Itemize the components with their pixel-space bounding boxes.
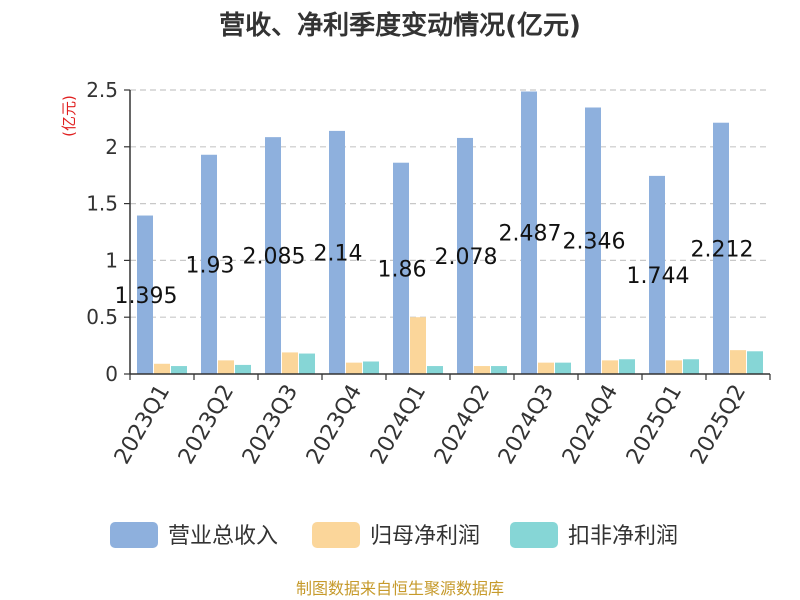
bar-series-0-2024Q2 (457, 137, 473, 374)
revenue-data-label: 2.487 (499, 222, 562, 247)
bar-series-1-2025Q1 (666, 360, 682, 374)
revenue-data-label: 1.86 (378, 257, 427, 282)
bar-series-1-2024Q3 (538, 362, 554, 374)
bar-series-2-2023Q4 (363, 361, 379, 374)
legend-label-2: 扣非净利润 (568, 524, 678, 549)
bar-series-0-2023Q3 (265, 137, 281, 374)
legend: 营业总收入 归母净利润 扣非净利润 (110, 522, 678, 549)
revenue-data-label: 2.085 (243, 245, 306, 270)
legend-label-0: 营业总收入 (168, 524, 278, 549)
bar-series-2-2024Q4 (619, 359, 635, 374)
x-tick-label: 2025Q1 (622, 381, 687, 469)
x-tick-label: 2024Q2 (430, 381, 495, 469)
y-tick-label: 1.5 (86, 192, 118, 216)
bar-series-1-2023Q1 (154, 363, 170, 374)
revenue-data-label: 1.93 (186, 253, 235, 278)
legend-swatch-1 (312, 522, 360, 548)
revenue-data-label: 2.078 (435, 245, 498, 270)
bar-series-0-2023Q4 (329, 130, 345, 374)
bar-series-1-2024Q4 (602, 360, 618, 374)
bar-series-2-2023Q1 (171, 366, 187, 374)
y-tick-label: 1 (105, 248, 118, 272)
bar-series-2-2024Q2 (491, 366, 507, 374)
y-tick-label: 0 (105, 362, 118, 386)
y-tick-label: 2 (105, 135, 118, 159)
bar-series-1-2023Q2 (218, 360, 234, 374)
bar-series-0-2025Q2 (713, 122, 729, 374)
bar-series-0-2023Q1 (137, 215, 153, 374)
x-tick-label: 2024Q4 (558, 381, 623, 469)
revenue-data-label: 1.395 (115, 284, 178, 309)
legend-swatch-0 (110, 522, 158, 548)
bar-series-1-2023Q3 (282, 352, 298, 374)
bar-series-0-2024Q4 (585, 107, 601, 375)
revenue-data-label: 2.346 (563, 230, 626, 255)
bar-series-2-2023Q3 (299, 353, 315, 374)
x-tick-label: 2023Q2 (174, 381, 239, 469)
revenue-data-label: 2.14 (314, 241, 363, 266)
x-tick-label: 2025Q2 (686, 381, 751, 469)
y-tick-label: 0.5 (86, 305, 118, 329)
bar-series-0-2024Q3 (521, 91, 537, 374)
bar-series-0-2025Q1 (649, 175, 665, 374)
y-axis-unit: (亿元) (60, 95, 78, 137)
chart-title: 营收、净利季度变动情况(亿元) (219, 10, 581, 41)
legend-label-1: 归母净利润 (370, 524, 480, 549)
x-tick-label: 2024Q3 (494, 381, 559, 469)
bar-series-2-2024Q1 (427, 366, 443, 374)
y-axis-ticks: 0 0.5 1 1.5 2 2.5 (86, 78, 130, 386)
axes (129, 90, 770, 375)
bar-series-0-2023Q2 (201, 154, 217, 374)
x-tick-label: 2023Q3 (238, 381, 303, 469)
bar-series-1-2023Q4 (346, 362, 362, 374)
bar-series-1-2024Q1 (410, 317, 426, 374)
bar-series-2-2024Q3 (555, 362, 571, 374)
bar-series-1-2024Q2 (474, 366, 490, 374)
bar-series-2-2025Q2 (747, 351, 763, 374)
x-tick-label: 2023Q4 (302, 381, 367, 469)
bar-series-2-2025Q1 (683, 359, 699, 374)
x-tick-label: 2024Q1 (366, 381, 431, 469)
revenue-data-label: 2.212 (691, 237, 754, 262)
x-tick-label: 2023Q1 (110, 381, 175, 469)
bar-series-0-2024Q1 (393, 162, 409, 374)
source-note: 制图数据来自恒生聚源数据库 (296, 579, 504, 598)
bars (137, 91, 763, 375)
revenue-data-label: 1.744 (627, 264, 690, 289)
bar-series-1-2025Q2 (730, 350, 746, 374)
x-axis-ticks: 2023Q12023Q22023Q32023Q42024Q12024Q22024… (110, 374, 771, 469)
legend-swatch-2 (510, 522, 558, 548)
bar-series-2-2023Q2 (235, 364, 251, 374)
y-tick-label: 2.5 (86, 78, 118, 102)
